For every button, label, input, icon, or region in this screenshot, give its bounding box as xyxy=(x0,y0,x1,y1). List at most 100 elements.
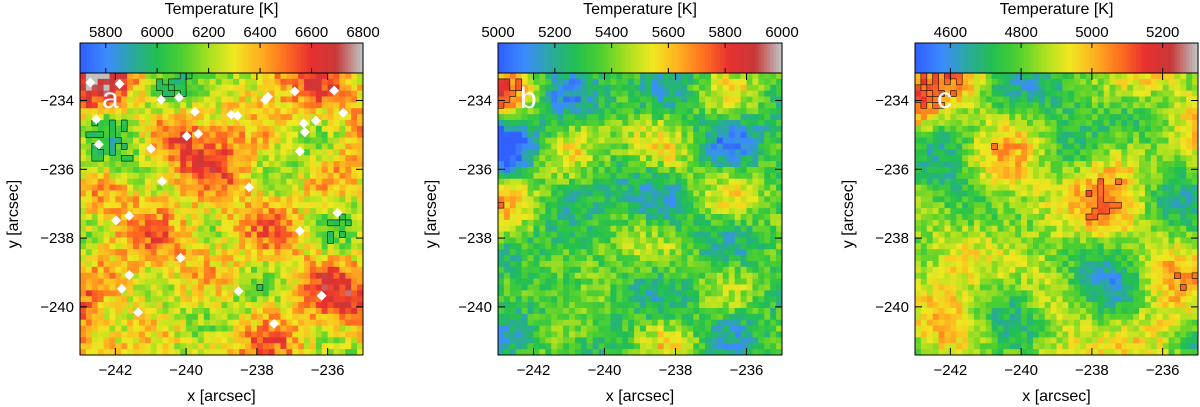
heatmap-cell xyxy=(333,202,340,209)
heatmap-cell xyxy=(592,219,600,227)
heatmap-cell xyxy=(268,243,276,250)
heatmap-cell xyxy=(274,96,281,103)
heatmap-cell xyxy=(174,290,181,297)
heatmap-cell xyxy=(722,96,730,103)
heatmap-cell xyxy=(604,196,611,203)
heatmap-cell xyxy=(203,167,211,174)
heatmap-cell xyxy=(186,302,193,309)
heatmap-cell xyxy=(239,237,246,244)
heatmap-cell xyxy=(245,237,252,244)
heatmap-cell xyxy=(498,137,505,144)
colorbar-segment xyxy=(1062,43,1066,73)
heatmap-cell xyxy=(144,208,152,215)
heatmap-cell xyxy=(515,208,523,215)
heatmap-cell xyxy=(298,155,305,162)
heatmap-cell xyxy=(663,102,671,109)
heatmap-cell xyxy=(304,302,311,309)
heatmap-cell xyxy=(728,178,736,186)
heatmap-cell xyxy=(103,284,110,291)
heatmap-cell xyxy=(138,302,146,309)
heatmap-cell xyxy=(545,313,552,321)
heatmap-cell xyxy=(215,249,222,256)
heatmap-cell xyxy=(180,178,187,186)
heatmap-cell xyxy=(681,331,688,338)
heatmap-cell xyxy=(357,84,364,92)
heatmap-cell xyxy=(333,96,340,103)
heatmap-cell xyxy=(634,73,641,80)
heatmap-cell xyxy=(563,73,570,80)
colorbar-segment xyxy=(583,43,588,73)
heatmap-cell xyxy=(515,290,523,297)
heatmap-cell xyxy=(321,319,329,327)
heatmap-cell xyxy=(203,131,211,139)
heatmap-cell xyxy=(298,261,305,268)
heatmap-cell xyxy=(80,178,87,186)
heatmap-cell xyxy=(345,120,352,127)
heatmap-cell xyxy=(758,219,765,227)
heatmap-cell xyxy=(711,214,718,221)
heatmap-cell xyxy=(227,120,234,127)
heatmap-cell xyxy=(221,349,228,356)
heatmap-cell xyxy=(345,202,352,209)
heatmap-cell xyxy=(221,73,228,80)
heatmap-cell xyxy=(539,302,546,309)
heatmap-cell xyxy=(192,178,199,186)
heatmap-cell xyxy=(681,343,688,350)
colorbar-segment xyxy=(944,43,949,73)
heatmap-cell xyxy=(186,178,193,186)
colorbar-segment xyxy=(97,43,102,73)
colorbar-segment xyxy=(174,43,178,73)
heatmap-cell xyxy=(327,325,335,332)
heatmap-cell xyxy=(616,202,623,209)
colorbar-segment xyxy=(569,43,573,73)
heatmap-cell xyxy=(574,143,582,150)
heatmap-cell xyxy=(557,184,564,191)
heatmap-cell xyxy=(268,284,276,291)
heatmap-cell xyxy=(239,125,246,133)
heatmap-cell xyxy=(557,78,564,86)
heatmap-cell xyxy=(227,243,234,250)
heatmap-cell xyxy=(215,308,222,315)
heatmap-cell xyxy=(634,161,641,168)
heatmap-cell xyxy=(598,120,605,127)
heatmap-cell xyxy=(728,102,736,109)
heatmap-cell xyxy=(681,302,688,309)
heatmap-cell xyxy=(156,308,164,315)
heatmap-cell xyxy=(498,308,505,315)
heatmap-cell xyxy=(693,202,700,209)
heatmap-cell xyxy=(728,143,736,150)
heatmap-cell xyxy=(640,325,647,332)
heatmap-cell xyxy=(716,349,724,356)
heatmap-cell xyxy=(180,114,187,121)
heatmap-cell xyxy=(192,225,199,233)
heatmap-cell xyxy=(351,208,358,215)
heatmap-cell xyxy=(162,78,169,86)
heatmap-cell xyxy=(758,137,765,144)
heatmap-cell xyxy=(770,78,777,86)
heatmap-cell xyxy=(233,219,240,227)
heatmap-cell xyxy=(539,114,546,121)
heatmap-cell xyxy=(651,196,659,203)
heatmap-cell xyxy=(509,208,517,215)
heatmap-cell xyxy=(97,96,105,103)
heatmap-cell xyxy=(569,161,576,168)
heatmap-cell xyxy=(527,102,534,109)
heatmap-cell xyxy=(657,214,665,221)
heatmap-cell xyxy=(740,84,747,92)
heatmap-cell xyxy=(746,114,753,121)
heatmap-cell xyxy=(351,102,358,109)
heatmap-cell xyxy=(85,214,93,221)
heatmap-cell xyxy=(758,73,765,80)
white-patch xyxy=(332,207,343,218)
heatmap-cell xyxy=(221,78,228,86)
heatmap-cell xyxy=(586,231,594,238)
heatmap-cell xyxy=(563,108,570,115)
heatmap-cell xyxy=(321,349,329,356)
heatmap-cell xyxy=(280,155,287,162)
white-patch xyxy=(111,215,122,226)
heatmap-cell xyxy=(209,84,217,92)
heatmap-cell xyxy=(557,231,564,238)
heatmap-cell xyxy=(716,308,724,315)
heatmap-cell xyxy=(521,190,529,197)
heatmap-cell xyxy=(545,225,552,233)
